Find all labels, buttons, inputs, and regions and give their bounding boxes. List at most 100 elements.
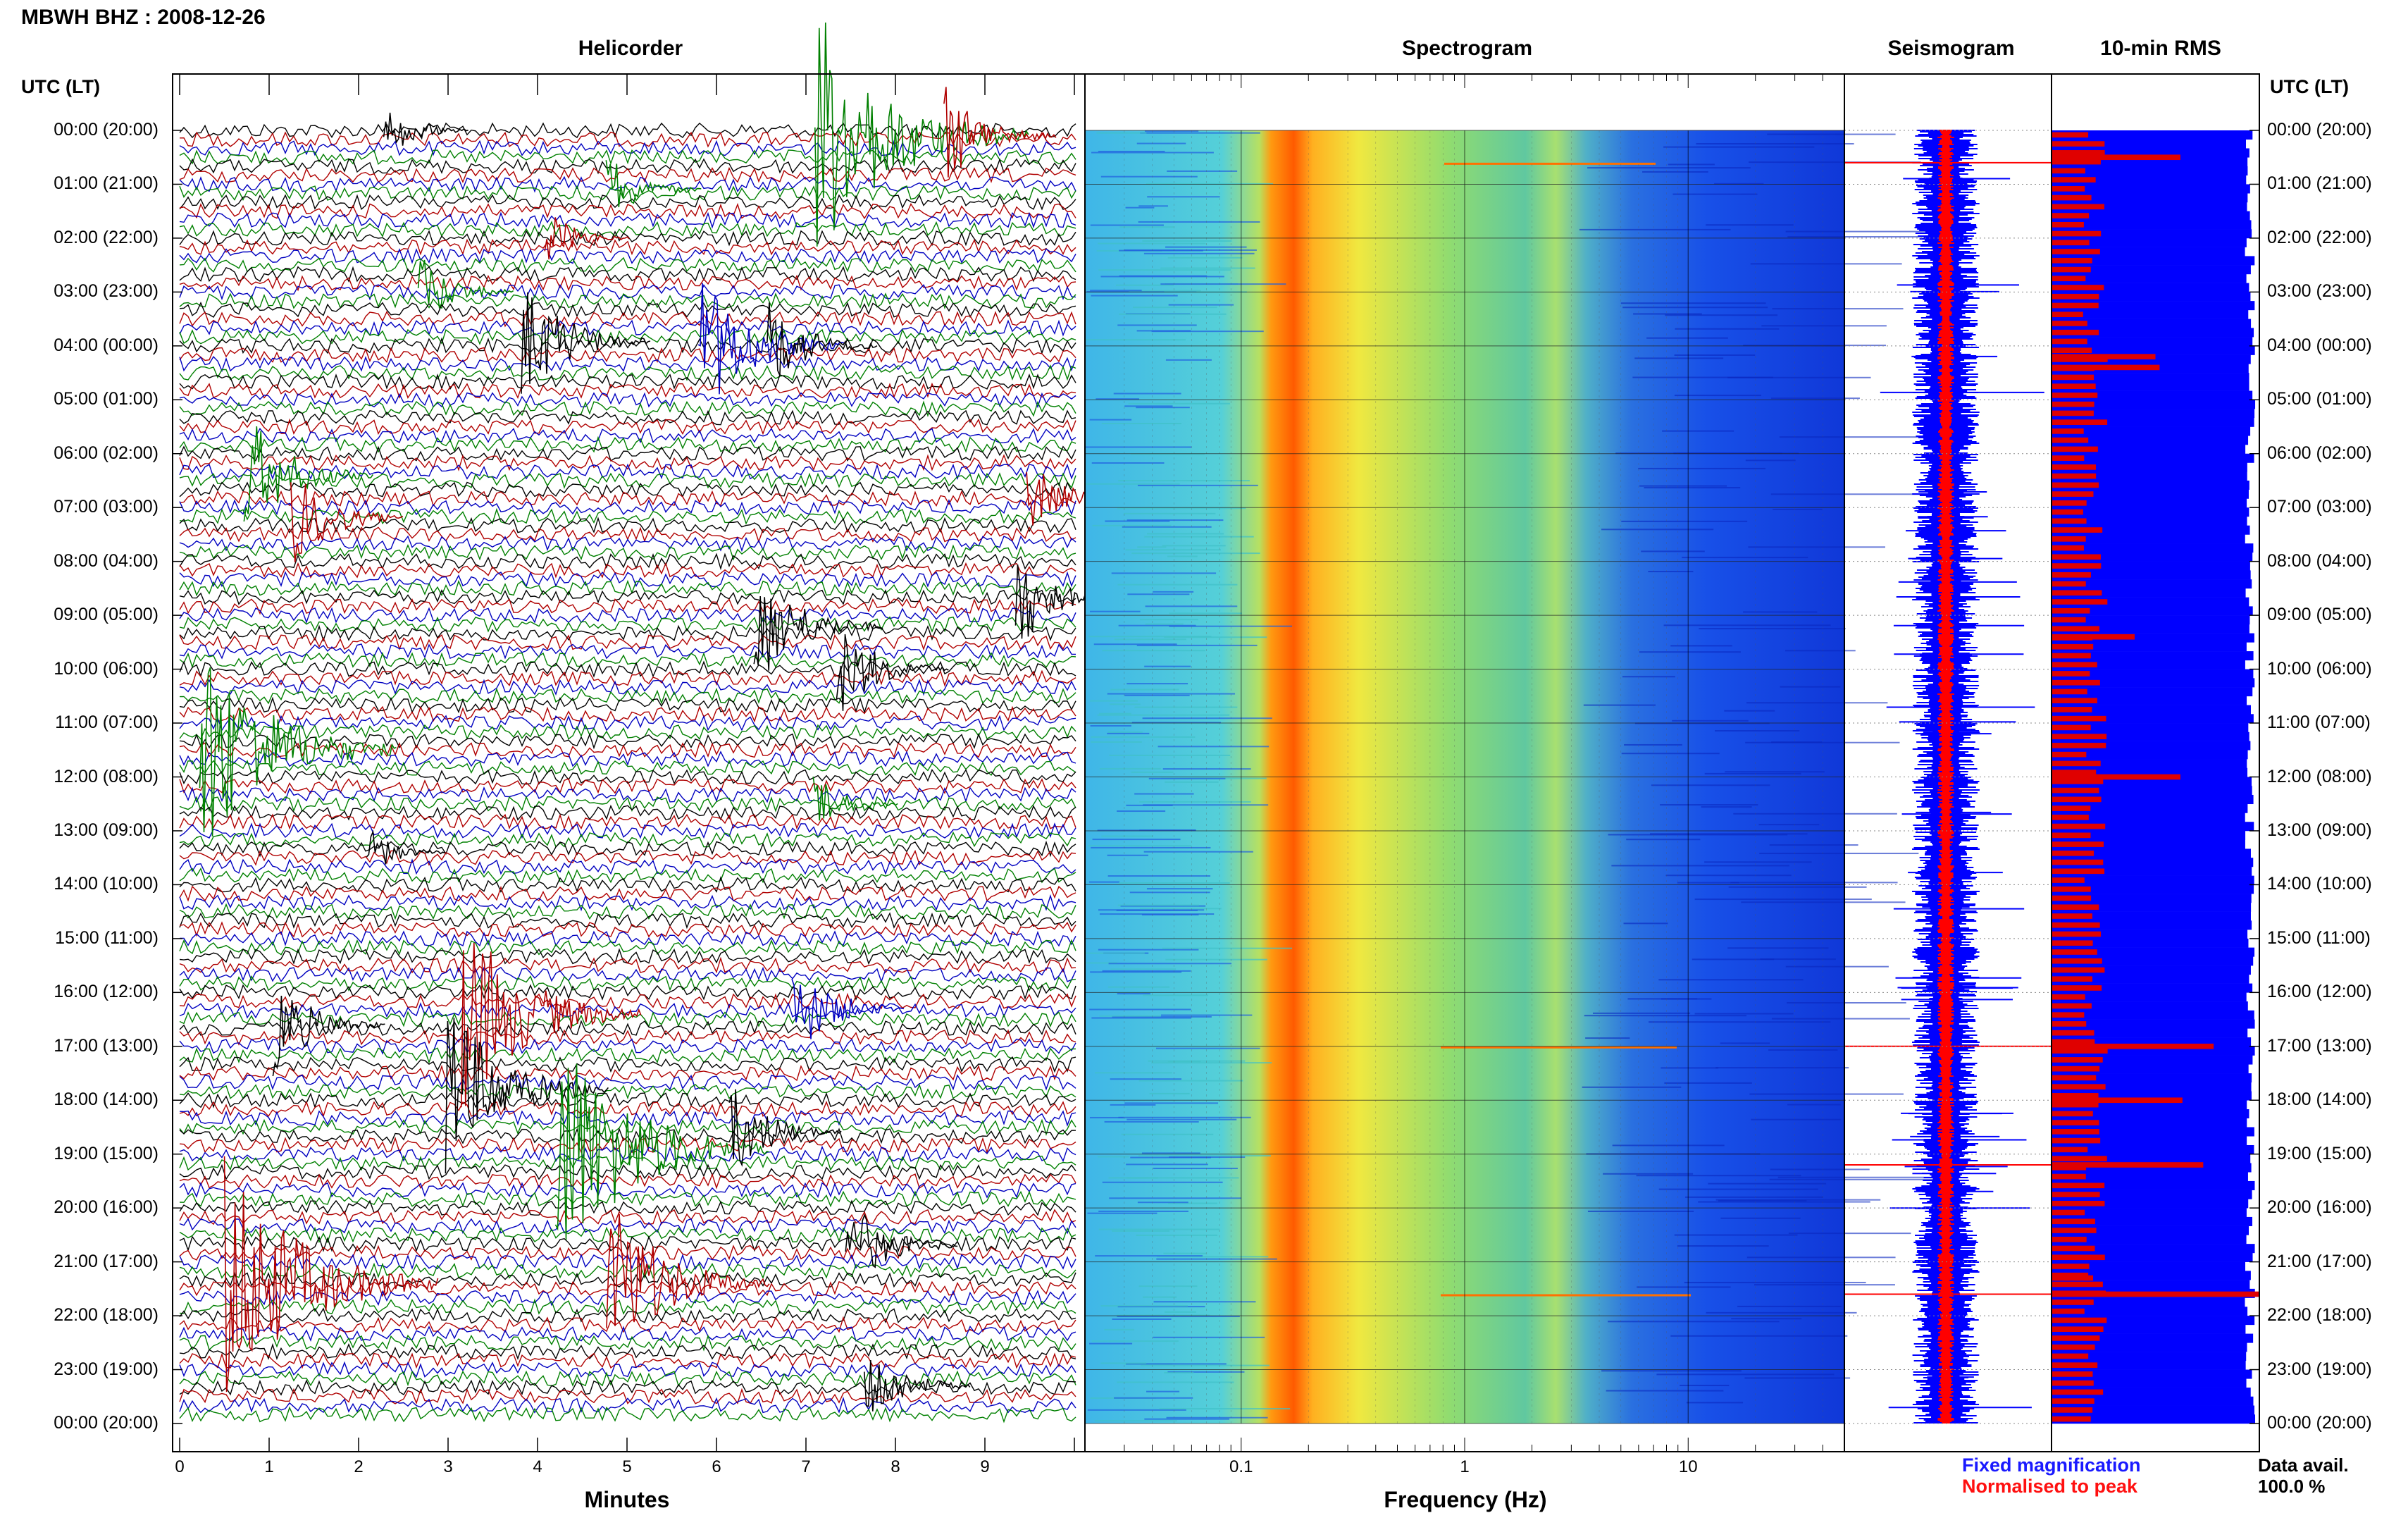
rms-normalised-bar — [2052, 437, 2089, 443]
rms-fixed-bar — [2052, 1073, 2252, 1083]
rms-normalised-bar — [2052, 1236, 2087, 1242]
helicorder-trace — [179, 364, 1076, 381]
helicorder-event — [605, 160, 702, 208]
rms-fixed-bar — [2052, 651, 2254, 661]
spectrogram-streak — [1715, 1199, 1881, 1201]
spectrogram-streak — [1761, 325, 1887, 327]
legend-normalised-to-peak: Normalised to peak — [1962, 1476, 2138, 1497]
time-label-left: 07:00 (03:00) — [54, 497, 159, 517]
helicorder-trace — [179, 696, 1076, 714]
spectrogram-streak — [1107, 854, 1148, 856]
spectrogram-streak — [1769, 1178, 1941, 1180]
spectrogram-streak — [1107, 731, 1143, 733]
rms-fixed-bar — [2052, 1271, 2251, 1280]
helicorder-trace — [179, 1074, 1076, 1091]
helicorder-trace — [179, 724, 1076, 741]
rms-peak-bar — [2052, 1291, 2259, 1297]
helicorder-trace — [179, 956, 1076, 974]
rms-normalised-bar — [2052, 401, 2094, 407]
helicorder-trace — [179, 687, 1076, 705]
spectrogram-streak — [1623, 922, 1668, 925]
rms-fixed-bar — [2052, 1297, 2245, 1307]
helicorder-trace — [179, 274, 1076, 292]
helicorder-trace — [179, 831, 1076, 848]
spectrogram-streak — [1089, 1116, 1124, 1118]
spectrogram-streak — [1674, 1234, 1798, 1236]
helicorder-tick-label: 0 — [175, 1457, 185, 1476]
spectrogram-streak — [1102, 1181, 1223, 1183]
spectrogram-streak — [1787, 1104, 1841, 1106]
spectrogram-streak — [1634, 357, 1724, 359]
rms-normalised-bar — [2052, 796, 2102, 803]
helicorder-trace — [179, 409, 1076, 426]
spectrogram-streak — [1091, 846, 1211, 848]
rms-normalised-bar — [2052, 1048, 2108, 1054]
rms-normalised-bar — [2052, 1156, 2107, 1161]
spectrogram-streak — [1131, 552, 1260, 555]
spectrogram-event-line — [1441, 1046, 1677, 1049]
rms-fixed-bar — [2052, 705, 2251, 715]
time-label-right: 14:00 (10:00) — [2267, 874, 2372, 894]
spectrogram-streak — [1585, 1037, 1630, 1039]
spectrogram-streak — [1787, 1002, 1906, 1004]
spectrogram-streak — [1130, 453, 1205, 455]
time-label-left: 00:00 (20:00) — [54, 1413, 159, 1433]
spectrogram-streak — [1118, 480, 1250, 482]
rms-peak-bar — [2052, 1097, 2183, 1104]
helicorder-trace — [179, 1001, 1076, 1019]
rms-normalised-bar — [2052, 751, 2087, 758]
rms-normalised-bar — [2052, 276, 2086, 282]
spectrogram-streak — [1126, 1177, 1158, 1179]
spectrogram-streak — [1670, 1335, 1848, 1337]
helicorder-trace — [179, 1245, 1076, 1261]
spectrogram-streak — [1698, 1201, 1870, 1203]
time-label-left: 18:00 (14:00) — [54, 1089, 159, 1110]
spectrogram-streak — [1112, 1230, 1170, 1232]
rms-normalised-bar — [2052, 581, 2086, 587]
helicorder-trace — [179, 356, 1076, 373]
rms-fixed-bar — [2052, 480, 2249, 490]
rms-fixed-bar — [2052, 1414, 2256, 1424]
spectrogram-streak — [1603, 1173, 1694, 1175]
spectrogram-streak — [1113, 393, 1181, 395]
rms-fixed-bar — [2052, 606, 2253, 616]
rms-fixed-bar — [2052, 319, 2252, 328]
helicorder-trace — [179, 1289, 1076, 1307]
rms-fixed-bar — [2052, 292, 2251, 302]
helicorder-trace — [179, 247, 1076, 264]
helicorder-event — [864, 1359, 971, 1412]
spectrogram-streak — [1138, 1155, 1271, 1157]
spectrogram-streak — [1142, 717, 1272, 720]
rms-normalised-bar — [2052, 204, 2104, 210]
spectrogram-streak — [1104, 1120, 1199, 1123]
helicorder-event — [243, 426, 373, 522]
spectrogram-streak — [1119, 882, 1230, 884]
spectrogram-streak — [1733, 813, 1897, 815]
helicorder-trace — [179, 769, 1076, 785]
helicorder-trace — [179, 903, 1076, 920]
spectrogram-streak — [1127, 519, 1224, 521]
spectrogram-streak — [1118, 624, 1196, 626]
rms-normalised-bar — [2052, 688, 2087, 695]
time-label-left: 06:00 (02:00) — [54, 443, 159, 463]
spectrogram-streak — [1160, 283, 1286, 285]
helicorder-trace — [179, 651, 1076, 669]
spectrogram-streak — [1746, 1256, 1896, 1259]
time-label-left: 01:00 (21:00) — [54, 173, 159, 194]
spectrogram-streak — [1089, 1342, 1133, 1345]
helicorder-trace — [179, 1083, 1076, 1100]
rms-fixed-bar — [2052, 373, 2249, 383]
spectrogram-streak — [1626, 839, 1701, 841]
time-label-left: 05:00 (01:00) — [54, 389, 159, 409]
time-label-right: 05:00 (01:00) — [2267, 389, 2372, 409]
spectrogram-streak — [1117, 1306, 1205, 1308]
spectrogram-streak — [1139, 801, 1251, 803]
spectrogram-streak — [1153, 1301, 1256, 1303]
time-label-left: 13:00 (09:00) — [54, 820, 159, 840]
spectrogram-streak — [1730, 882, 1898, 884]
rms-normalised-bar — [2052, 599, 2108, 605]
rms-fixed-bar — [2052, 1108, 2249, 1119]
spectrogram-tick-label: 1 — [1460, 1457, 1470, 1476]
spectrogram-streak — [1091, 295, 1178, 297]
helicorder-trace — [179, 733, 1076, 750]
